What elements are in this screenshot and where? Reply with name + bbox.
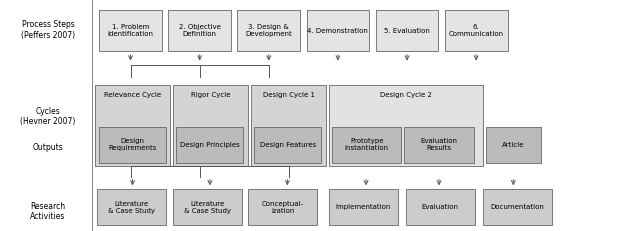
Text: 1. Problem
Identification: 1. Problem Identification bbox=[108, 24, 154, 37]
FancyBboxPatch shape bbox=[376, 10, 438, 51]
FancyBboxPatch shape bbox=[99, 10, 162, 51]
FancyBboxPatch shape bbox=[307, 10, 369, 51]
Text: Article: Article bbox=[502, 142, 525, 148]
Text: Design Principles: Design Principles bbox=[180, 142, 239, 148]
FancyBboxPatch shape bbox=[445, 10, 508, 51]
Text: Literature
& Case Study: Literature & Case Study bbox=[184, 201, 231, 214]
FancyBboxPatch shape bbox=[97, 189, 166, 225]
FancyBboxPatch shape bbox=[95, 85, 170, 166]
FancyBboxPatch shape bbox=[406, 189, 475, 225]
Text: Design
Requirements: Design Requirements bbox=[109, 138, 157, 152]
Text: Evaluation
Results: Evaluation Results bbox=[420, 138, 458, 152]
FancyBboxPatch shape bbox=[168, 10, 231, 51]
Text: Design Cycle 2: Design Cycle 2 bbox=[380, 92, 432, 98]
Text: 3. Design &
Development: 3. Design & Development bbox=[245, 24, 292, 37]
Text: Research
Activities: Research Activities bbox=[30, 202, 66, 221]
FancyBboxPatch shape bbox=[99, 127, 166, 163]
FancyBboxPatch shape bbox=[173, 189, 242, 225]
Text: Prototype
Instantiation: Prototype Instantiation bbox=[345, 138, 388, 152]
Text: Implementation: Implementation bbox=[336, 204, 391, 210]
FancyBboxPatch shape bbox=[237, 10, 300, 51]
Text: Rigor Cycle: Rigor Cycle bbox=[191, 92, 230, 98]
FancyBboxPatch shape bbox=[254, 127, 321, 163]
Text: 2. Objective
Definition: 2. Objective Definition bbox=[179, 24, 221, 37]
Text: Design Cycle 1: Design Cycle 1 bbox=[262, 92, 315, 98]
Text: 5. Evaluation: 5. Evaluation bbox=[384, 28, 430, 33]
Text: Conceptual-
ization: Conceptual- ization bbox=[262, 201, 304, 214]
FancyBboxPatch shape bbox=[329, 85, 483, 166]
FancyBboxPatch shape bbox=[486, 127, 541, 163]
Text: 4. Demonstration: 4. Demonstration bbox=[307, 28, 369, 33]
FancyBboxPatch shape bbox=[329, 189, 398, 225]
FancyBboxPatch shape bbox=[251, 85, 326, 166]
FancyBboxPatch shape bbox=[404, 127, 474, 163]
Text: Evaluation: Evaluation bbox=[422, 204, 459, 210]
Text: Outputs: Outputs bbox=[33, 143, 63, 152]
FancyBboxPatch shape bbox=[176, 127, 243, 163]
FancyBboxPatch shape bbox=[332, 127, 401, 163]
Text: Documentation: Documentation bbox=[490, 204, 544, 210]
Text: Cycles
(Hevner 2007): Cycles (Hevner 2007) bbox=[20, 107, 76, 126]
FancyBboxPatch shape bbox=[483, 189, 552, 225]
Text: Design Features: Design Features bbox=[260, 142, 316, 148]
FancyBboxPatch shape bbox=[248, 189, 317, 225]
Text: Process Steps
(Peffers 2007): Process Steps (Peffers 2007) bbox=[21, 20, 75, 40]
Text: 6.
Communication: 6. Communication bbox=[449, 24, 504, 37]
Text: Relevance Cycle: Relevance Cycle bbox=[104, 92, 161, 98]
FancyBboxPatch shape bbox=[173, 85, 248, 166]
Text: Literature
& Case Study: Literature & Case Study bbox=[108, 201, 156, 214]
